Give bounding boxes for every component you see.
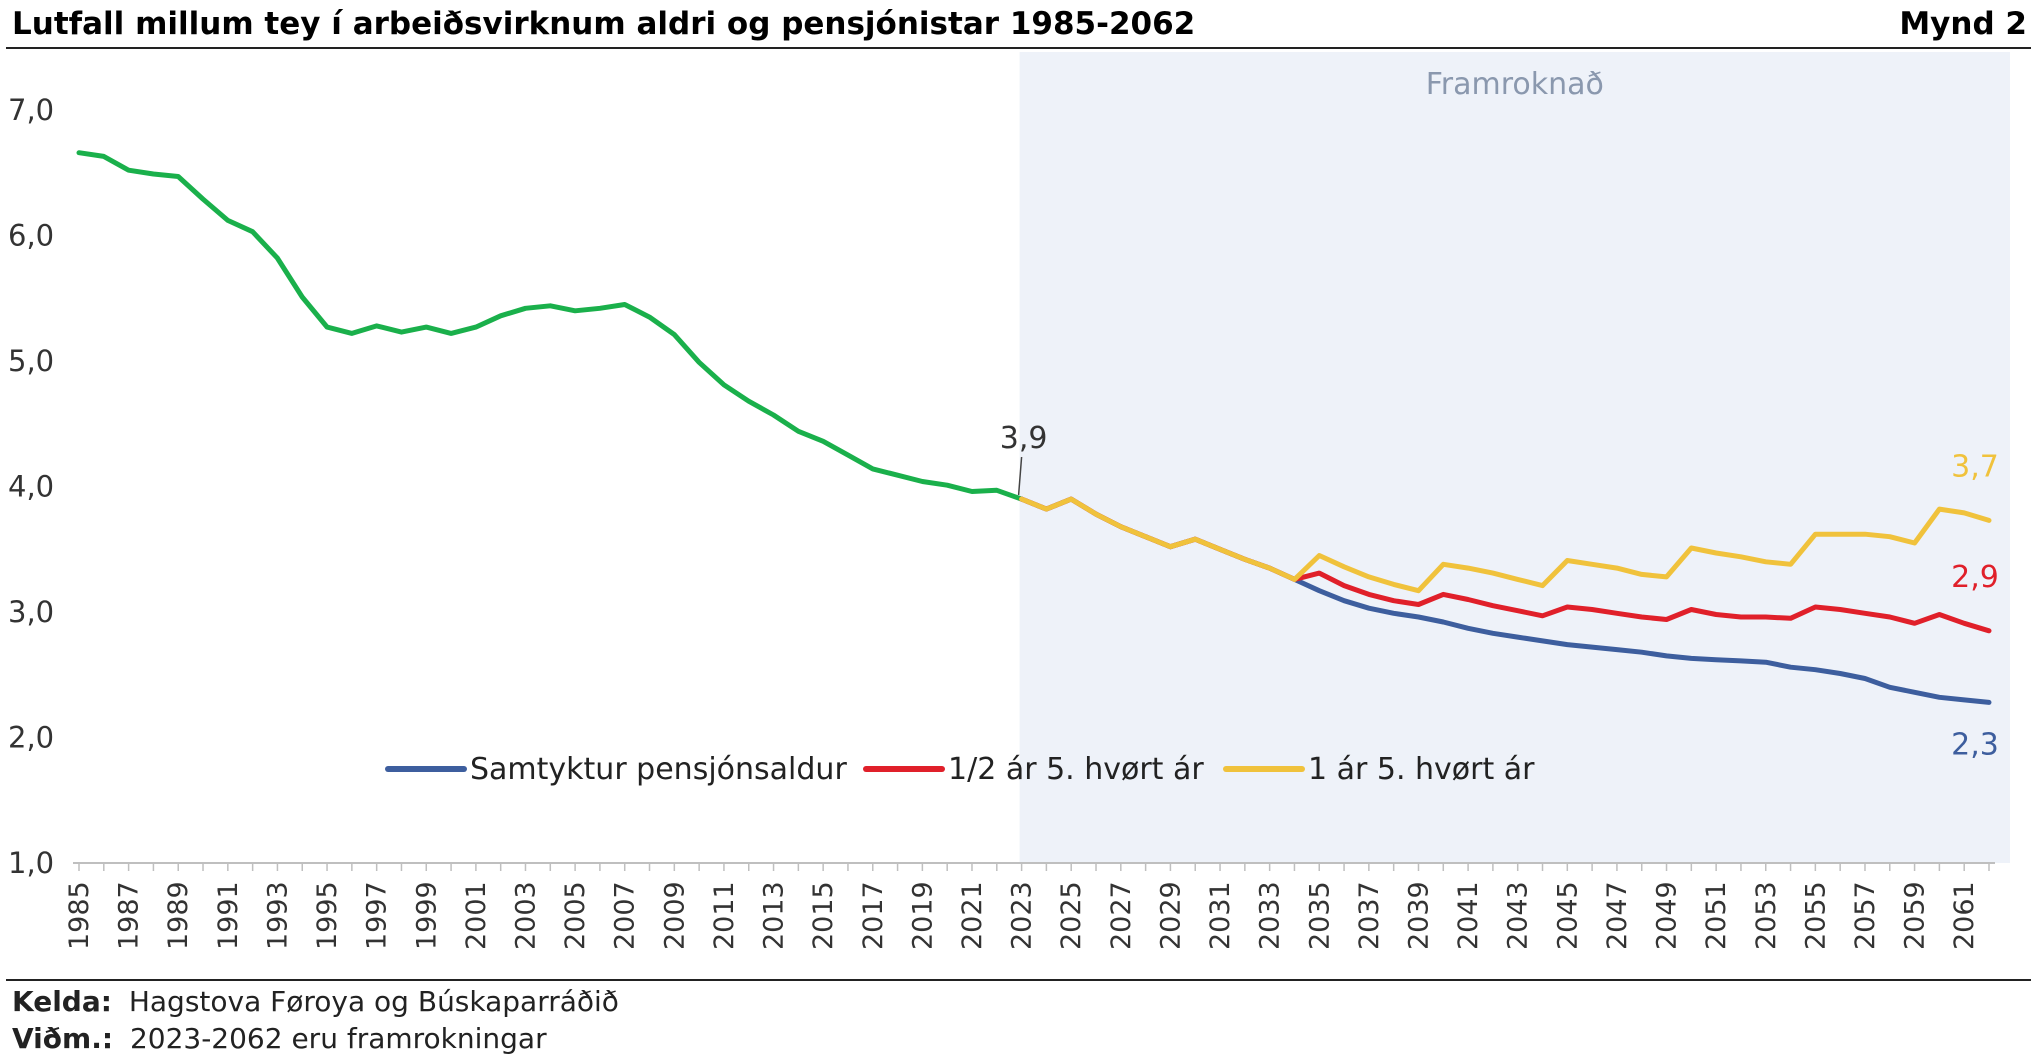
x-tick-label: 1999	[411, 881, 442, 950]
x-tick-label: 2019	[907, 881, 938, 950]
x-tick-label: 2039	[1403, 881, 1434, 950]
x-tick-label: 2033	[1255, 881, 1286, 950]
x-tick-label: 2043	[1503, 881, 1534, 950]
x-tick-label: 2061	[1949, 881, 1980, 950]
y-axis: 1,0 2,0 3,0 4,0 5,0 6,0 7,0	[8, 93, 54, 880]
x-tick-label: 1991	[213, 881, 244, 950]
series-line-one-year	[1019, 496, 1992, 594]
x-tick-label: 2007	[610, 881, 641, 950]
x-axis: 1985 1987 1989 1991 1993 1995 1997 1999 2001 2003…	[64, 863, 1990, 950]
annotation-layer: 3,9 3,7 2,9 2,3	[1000, 421, 1999, 762]
x-tick-label: 2051	[1701, 881, 1732, 950]
x-tick-label: 2031	[1205, 881, 1236, 950]
projection-region	[1019, 52, 2010, 863]
x-tick-label: 2021	[957, 881, 988, 950]
x-tick-label: 2013	[759, 881, 790, 950]
x-tick-label: 1989	[163, 881, 194, 950]
x-tick-label: 2047	[1602, 881, 1633, 950]
x-tick-label: 2005	[560, 881, 591, 950]
figure-label: Mynd 2	[1899, 6, 2027, 42]
x-tick-label: 2029	[1155, 881, 1186, 950]
note-text: 2023-2062 eru framrokningar	[130, 1022, 547, 1055]
series-line-historical	[76, 150, 1025, 502]
x-tick-label: 2049	[1652, 881, 1683, 950]
y-tick-label: 4,0	[8, 470, 54, 504]
x-tick-label: 1987	[114, 881, 145, 950]
x-tick-label: 2035	[1304, 881, 1335, 950]
x-tick-label: 1993	[262, 881, 293, 950]
legend: Samtyktur pensjónsaldur 1/2 ár 5. hvørt á…	[385, 752, 1535, 787]
x-tick-label: 2023	[1007, 881, 1038, 950]
x-tick-label: 2011	[709, 881, 740, 950]
x-tick-label: 2009	[659, 881, 690, 950]
footer-note: Viðm.: 2023-2062 eru framrokningar	[12, 1022, 547, 1055]
legend-label-half-year: 1/2 ár 5. hvørt ár	[948, 752, 1204, 787]
x-tick-label: 1995	[312, 881, 343, 950]
x-tick-label: 2055	[1800, 881, 1831, 950]
x-tick-label: 2003	[510, 881, 541, 950]
y-tick-label: 5,0	[8, 344, 54, 378]
y-tick-label: 2,0	[8, 721, 54, 755]
annotation-label: 2,9	[1951, 560, 1999, 595]
legend-label-one-year: 1 ár 5. hvørt ár	[1308, 752, 1535, 787]
source-label: Kelda:	[12, 985, 112, 1018]
y-tick-label: 3,0	[8, 595, 54, 629]
note-label: Viðm.:	[12, 1022, 113, 1055]
x-tick-label: 2017	[858, 881, 889, 950]
x-tick-label: 2015	[808, 881, 839, 950]
x-tick-label: 2037	[1354, 881, 1385, 950]
chart-title: Lutfall millum tey í arbeiðsvirknum aldr…	[12, 6, 1195, 42]
projection-label: Framroknað	[1426, 67, 1604, 102]
source-text: Hagstova Føroya og Búskaparráðið	[129, 985, 619, 1018]
annotation-label: 3,9	[1000, 421, 1048, 456]
legend-label-samtyktur: Samtyktur pensjónsaldur	[470, 752, 847, 787]
annotation-leader	[1017, 456, 1023, 496]
y-tick-label: 6,0	[8, 219, 54, 253]
annotation-label: 3,7	[1951, 449, 1999, 484]
y-tick-label: 1,0	[8, 846, 54, 880]
x-tick-label: 2053	[1751, 881, 1782, 950]
x-tick-label: 2045	[1552, 881, 1583, 950]
x-tick-label: 1997	[362, 881, 393, 950]
x-tick-label: 2025	[1056, 881, 1087, 950]
x-tick-label: 2027	[1106, 881, 1137, 950]
x-tick-label: 2059	[1900, 881, 1931, 950]
series-layer	[76, 150, 1992, 705]
footer-source: Kelda: Hagstova Føroya og Búskaparráðið	[12, 985, 619, 1018]
x-tick-label: 1985	[64, 881, 95, 950]
annotation-label: 2,3	[1951, 727, 1999, 762]
x-tick-label: 2041	[1453, 881, 1484, 950]
x-tick-label: 2001	[461, 881, 492, 950]
x-tick-label: 2057	[1850, 881, 1881, 950]
y-tick-label: 7,0	[8, 93, 54, 127]
